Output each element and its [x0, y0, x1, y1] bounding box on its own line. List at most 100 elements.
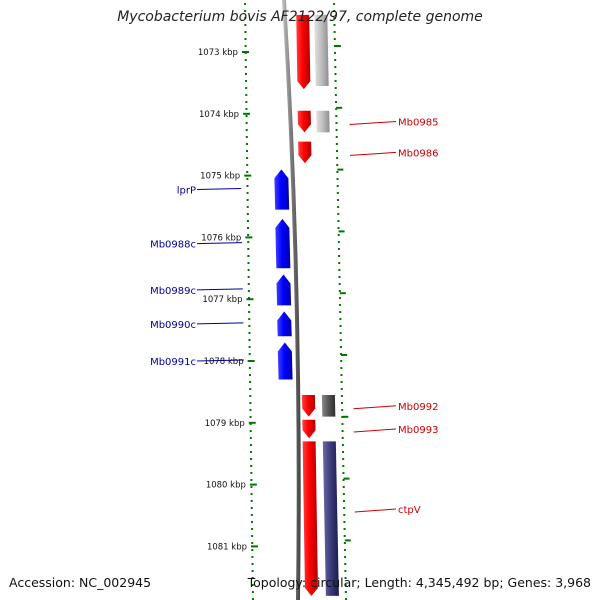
ruler-dot: [249, 444, 252, 446]
ruler-dot: [246, 206, 249, 208]
ruler-dot: [335, 101, 338, 103]
ruler-dot: [245, 87, 248, 89]
ruler-dot: [249, 430, 252, 432]
scale-tick: [246, 298, 254, 301]
ruler-dot: [246, 199, 249, 201]
ruler-dot: [250, 514, 253, 516]
ruler-dot: [344, 556, 347, 558]
ruler-dot: [333, 24, 336, 26]
ruler-minor-tick: [338, 230, 345, 233]
ruler-dot: [336, 178, 339, 180]
ruler-dot: [342, 486, 345, 488]
ruler-dot: [248, 332, 251, 334]
ruler-dot: [337, 206, 340, 208]
ruler-minor-tick: [336, 106, 343, 109]
ruler-dot: [248, 311, 251, 313]
ruler-dot: [244, 3, 247, 5]
ruler-dot: [246, 192, 249, 194]
ruler-dot: [344, 563, 347, 565]
gene-arrow-Mb0993: [302, 419, 316, 439]
gene-label-Mb0986: Mb0986: [398, 148, 438, 159]
ruler-dot: [248, 353, 251, 355]
ruler-dot: [337, 241, 340, 243]
ruler-dot: [342, 451, 345, 453]
ruler-dot: [250, 500, 253, 502]
ruler-dot: [244, 31, 247, 33]
ruler-dot: [247, 290, 250, 292]
ruler-dot: [339, 346, 342, 348]
scale-tick: [241, 51, 249, 53]
gene-arrow-Mb0992: [301, 394, 316, 417]
ruler-dot: [336, 164, 339, 166]
ruler-dot: [244, 73, 247, 75]
gene-label-Mb0992: Mb0992: [398, 402, 438, 413]
genome-info-text: Topology: circular; Length: 4,345,492 bp…: [247, 575, 591, 590]
scale-ticks: 1073 kbp 1074 kbp 1075 kbp 1076 kbp 1077 kbp…: [198, 48, 259, 552]
ruler-dot: [341, 444, 344, 446]
scale-tick-label: 1073 kbp: [198, 48, 238, 58]
ruler-dot: [334, 87, 337, 89]
ruler-dot: [248, 325, 251, 327]
feature-track: [321, 394, 336, 417]
label-leader: [349, 121, 397, 126]
ruler-dot: [333, 17, 336, 19]
ruler-dot: [246, 220, 249, 222]
ruler-dot: [250, 493, 253, 495]
ruler-dot: [246, 171, 249, 173]
ruler-dot: [251, 549, 254, 551]
ruler-dot: [248, 339, 251, 341]
ruler-dot: [343, 549, 346, 551]
scale-tick-label: 1079 kbp: [205, 419, 245, 429]
backbone-band: [282, 0, 301, 600]
ruler-dot: [244, 38, 247, 40]
ruler-dot: [337, 248, 340, 250]
ruler-dot: [336, 171, 339, 173]
ruler-dot: [340, 360, 343, 362]
gene-label-Mb0990c: Mb0990c: [150, 320, 196, 331]
ruler-dot: [246, 178, 249, 180]
label-leader: [354, 508, 397, 513]
ruler-dot: [245, 143, 248, 145]
ruler-dot: [244, 59, 247, 61]
ruler-dot: [249, 416, 252, 418]
ruler-dot: [342, 493, 345, 495]
ruler-dot: [251, 542, 254, 544]
ruler-dot: [250, 451, 253, 453]
ruler-dot: [339, 325, 342, 327]
ruler-dot: [338, 283, 341, 285]
ruler-dot: [249, 437, 252, 439]
ruler-dot: [334, 80, 337, 82]
label-leader: [196, 359, 245, 362]
gene-label-Mb0988c: Mb0988c: [150, 240, 196, 251]
label-leader: [353, 428, 397, 433]
ruler-dot: [251, 584, 254, 586]
ruler-dot: [335, 115, 338, 117]
ruler-dot: [342, 465, 345, 467]
ruler-dot: [247, 269, 250, 271]
ruler-dot: [344, 570, 347, 572]
ruler-dot: [338, 255, 341, 257]
ruler-dot: [249, 388, 252, 390]
ruler-dot: [344, 577, 347, 579]
ruler-dot: [341, 423, 344, 425]
gene-label-Mb0993: Mb0993: [398, 425, 438, 436]
ruler-dot: [343, 507, 346, 509]
ruler-dot: [250, 465, 253, 467]
ruler-dot: [336, 157, 339, 159]
ruler-dot: [244, 10, 247, 12]
ruler-dot: [338, 290, 341, 292]
ruler-dot: [335, 136, 338, 138]
scale-tick-label: 1076 kbp: [201, 233, 241, 243]
ruler-dot: [245, 80, 248, 82]
ruler-dot: [344, 591, 347, 593]
gene-arrow-Mb0990c: [277, 311, 292, 337]
ruler-minor-tick: [344, 539, 351, 542]
gene-arrow-Mb0985: [297, 110, 311, 133]
gene-arrow-lprP: [274, 169, 290, 210]
ruler-dot: [342, 479, 345, 481]
scale-tick-label: 1080 kbp: [206, 481, 246, 491]
ruler-dot: [341, 402, 344, 404]
ruler-dot: [248, 304, 251, 306]
ruler-dot: [251, 535, 254, 537]
ruler-dot: [344, 598, 347, 600]
